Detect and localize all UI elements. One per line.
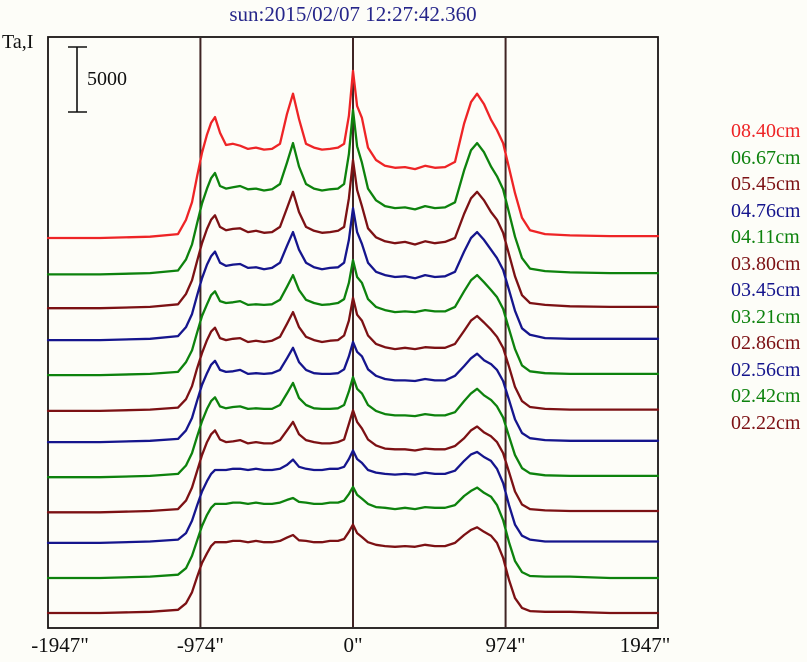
series-line-08.40cm [46, 69, 660, 240]
legend-item-05.45cm: 05.45cm [731, 173, 801, 195]
x-tick-label: 0" [343, 633, 363, 657]
plot-frame [47, 36, 659, 629]
series-line-02.42cm [46, 485, 660, 580]
legend-item-02.22cm: 02.22cm [731, 411, 801, 434]
legend: 08.40cm 06.67cm 05.45cm 04.76cm 04.11cm 03.80… [731, 118, 800, 436]
legend-item-02.56cm: 02.56cm [731, 358, 801, 381]
x-tick-label: -974" [176, 633, 224, 657]
legend-item-03.80cm: 03.80cm [731, 252, 801, 275]
legend-item-04.11cm: 04.11cm [731, 226, 800, 248]
series-line-02.56cm [46, 449, 660, 545]
chart-title: sun:2015/02/07 12:27:42.360 [229, 2, 477, 26]
y-axis-label: Ta,I [2, 31, 34, 53]
series-line-02.22cm [46, 523, 660, 615]
x-tick-label: -1947" [31, 633, 89, 657]
series-line-06.67cm [46, 108, 660, 276]
series-line-03.80cm [46, 296, 660, 413]
x-tick-label: 974" [485, 633, 526, 657]
series-line-04.76cm [46, 206, 660, 342]
series-line-04.11cm [46, 258, 660, 377]
series-line-02.86cm [46, 409, 660, 514]
legend-item-08.40cm: 08.40cm [731, 120, 801, 142]
legend-item-02.86cm: 02.86cm [731, 332, 801, 354]
series-line-03.45cm [46, 340, 660, 444]
series-line-05.45cm [46, 158, 660, 310]
legend-item-02.42cm: 02.42cm [731, 385, 801, 407]
scalebar-label: 5000 [87, 68, 127, 90]
series-line-03.21cm [46, 375, 660, 479]
legend-item-04.76cm: 04.76cm [731, 199, 801, 222]
x-tick-label: 1947" [619, 633, 671, 657]
legend-item-03.21cm: 03.21cm [731, 305, 801, 328]
legend-item-03.45cm: 03.45cm [731, 279, 801, 301]
legend-item-06.67cm: 06.67cm [731, 146, 801, 169]
